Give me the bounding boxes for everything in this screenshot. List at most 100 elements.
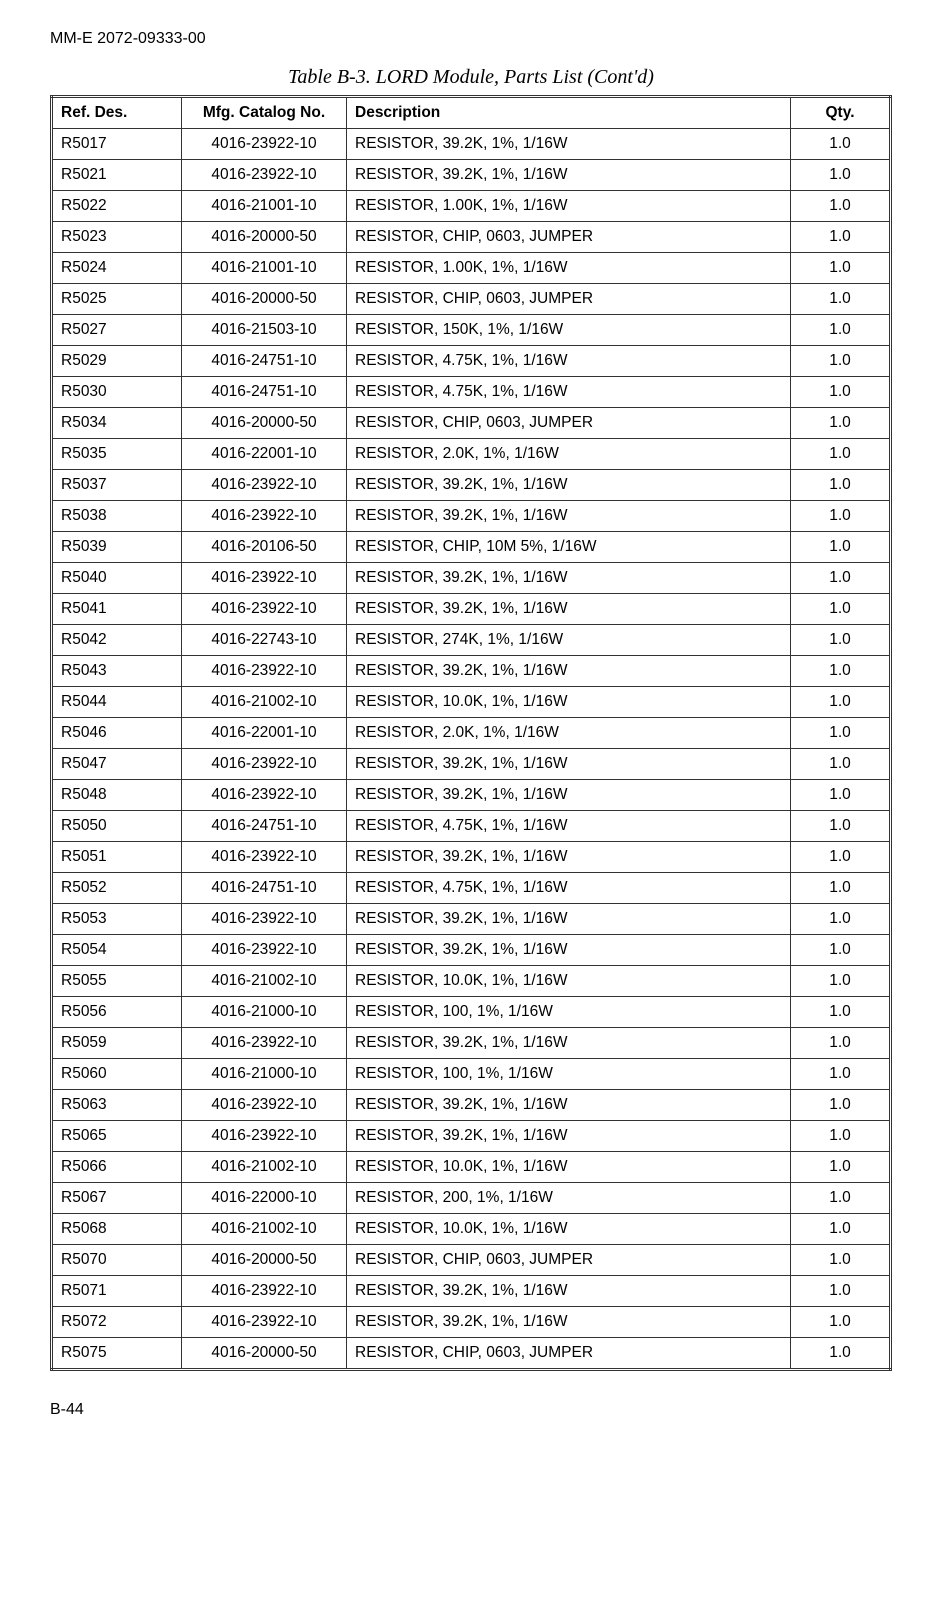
cell-qty: 1.0 (791, 253, 891, 284)
cell-ref: R5053 (52, 904, 182, 935)
header-ref: Ref. Des. (52, 97, 182, 129)
cell-desc: RESISTOR, 39.2K, 1%, 1/16W (347, 842, 791, 873)
cell-qty: 1.0 (791, 1307, 891, 1338)
cell-mfg: 4016-23922-10 (182, 1307, 347, 1338)
table-row: R50534016-23922-10RESISTOR, 39.2K, 1%, 1… (52, 904, 891, 935)
cell-qty: 1.0 (791, 1152, 891, 1183)
cell-desc: RESISTOR, 39.2K, 1%, 1/16W (347, 1121, 791, 1152)
cell-qty: 1.0 (791, 1214, 891, 1245)
cell-desc: RESISTOR, CHIP, 0603, JUMPER (347, 408, 791, 439)
cell-ref: R5056 (52, 997, 182, 1028)
table-row: R50674016-22000-10RESISTOR, 200, 1%, 1/1… (52, 1183, 891, 1214)
cell-desc: RESISTOR, 4.75K, 1%, 1/16W (347, 377, 791, 408)
table-row: R50174016-23922-10RESISTOR, 39.2K, 1%, 1… (52, 129, 891, 160)
cell-desc: RESISTOR, 39.2K, 1%, 1/16W (347, 749, 791, 780)
cell-ref: R5022 (52, 191, 182, 222)
cell-desc: RESISTOR, 274K, 1%, 1/16W (347, 625, 791, 656)
cell-mfg: 4016-23922-10 (182, 904, 347, 935)
cell-ref: R5059 (52, 1028, 182, 1059)
cell-qty: 1.0 (791, 284, 891, 315)
cell-desc: RESISTOR, 10.0K, 1%, 1/16W (347, 966, 791, 997)
cell-qty: 1.0 (791, 346, 891, 377)
cell-qty: 1.0 (791, 1121, 891, 1152)
cell-qty: 1.0 (791, 1059, 891, 1090)
cell-ref: R5054 (52, 935, 182, 966)
cell-desc: RESISTOR, 200, 1%, 1/16W (347, 1183, 791, 1214)
cell-ref: R5043 (52, 656, 182, 687)
cell-desc: RESISTOR, CHIP, 0603, JUMPER (347, 1245, 791, 1276)
cell-mfg: 4016-21000-10 (182, 997, 347, 1028)
cell-qty: 1.0 (791, 1090, 891, 1121)
cell-mfg: 4016-23922-10 (182, 1121, 347, 1152)
table-row: R50474016-23922-10RESISTOR, 39.2K, 1%, 1… (52, 749, 891, 780)
cell-qty: 1.0 (791, 1028, 891, 1059)
table-row: R50724016-23922-10RESISTOR, 39.2K, 1%, 1… (52, 1307, 891, 1338)
cell-ref: R5067 (52, 1183, 182, 1214)
table-row: R50484016-23922-10RESISTOR, 39.2K, 1%, 1… (52, 780, 891, 811)
cell-desc: RESISTOR, 39.2K, 1%, 1/16W (347, 470, 791, 501)
cell-mfg: 4016-21503-10 (182, 315, 347, 346)
cell-desc: RESISTOR, 100, 1%, 1/16W (347, 1059, 791, 1090)
cell-ref: R5030 (52, 377, 182, 408)
table-row: R50244016-21001-10RESISTOR, 1.00K, 1%, 1… (52, 253, 891, 284)
cell-mfg: 4016-21000-10 (182, 1059, 347, 1090)
cell-mfg: 4016-24751-10 (182, 811, 347, 842)
cell-mfg: 4016-23922-10 (182, 160, 347, 191)
cell-qty: 1.0 (791, 811, 891, 842)
cell-mfg: 4016-22001-10 (182, 439, 347, 470)
cell-desc: RESISTOR, CHIP, 0603, JUMPER (347, 222, 791, 253)
cell-ref: R5024 (52, 253, 182, 284)
table-row: R50564016-21000-10RESISTOR, 100, 1%, 1/1… (52, 997, 891, 1028)
cell-desc: RESISTOR, CHIP, 0603, JUMPER (347, 1338, 791, 1370)
cell-ref: R5021 (52, 160, 182, 191)
cell-mfg: 4016-23922-10 (182, 501, 347, 532)
cell-ref: R5023 (52, 222, 182, 253)
cell-qty: 1.0 (791, 532, 891, 563)
table-row: R50374016-23922-10RESISTOR, 39.2K, 1%, 1… (52, 470, 891, 501)
cell-ref: R5051 (52, 842, 182, 873)
cell-ref: R5048 (52, 780, 182, 811)
cell-qty: 1.0 (791, 1245, 891, 1276)
cell-ref: R5029 (52, 346, 182, 377)
table-row: R50394016-20106-50RESISTOR, CHIP, 10M 5%… (52, 532, 891, 563)
cell-mfg: 4016-23922-10 (182, 749, 347, 780)
cell-mfg: 4016-24751-10 (182, 377, 347, 408)
table-row: R50714016-23922-10RESISTOR, 39.2K, 1%, 1… (52, 1276, 891, 1307)
cell-ref: R5041 (52, 594, 182, 625)
cell-qty: 1.0 (791, 408, 891, 439)
header-qty: Qty. (791, 97, 891, 129)
cell-mfg: 4016-21002-10 (182, 687, 347, 718)
cell-desc: RESISTOR, 1.00K, 1%, 1/16W (347, 253, 791, 284)
table-row: R50604016-21000-10RESISTOR, 100, 1%, 1/1… (52, 1059, 891, 1090)
cell-desc: RESISTOR, 39.2K, 1%, 1/16W (347, 1307, 791, 1338)
table-row: R50464016-22001-10RESISTOR, 2.0K, 1%, 1/… (52, 718, 891, 749)
cell-desc: RESISTOR, CHIP, 0603, JUMPER (347, 284, 791, 315)
table-row: R50664016-21002-10RESISTOR, 10.0K, 1%, 1… (52, 1152, 891, 1183)
cell-qty: 1.0 (791, 718, 891, 749)
cell-ref: R5066 (52, 1152, 182, 1183)
cell-ref: R5055 (52, 966, 182, 997)
cell-desc: RESISTOR, 1.00K, 1%, 1/16W (347, 191, 791, 222)
cell-desc: RESISTOR, 39.2K, 1%, 1/16W (347, 1276, 791, 1307)
cell-ref: R5060 (52, 1059, 182, 1090)
cell-qty: 1.0 (791, 377, 891, 408)
table-row: R50304016-24751-10RESISTOR, 4.75K, 1%, 1… (52, 377, 891, 408)
cell-mfg: 4016-23922-10 (182, 1276, 347, 1307)
cell-mfg: 4016-21002-10 (182, 966, 347, 997)
cell-desc: RESISTOR, 2.0K, 1%, 1/16W (347, 718, 791, 749)
cell-ref: R5068 (52, 1214, 182, 1245)
table-row: R50754016-20000-50RESISTOR, CHIP, 0603, … (52, 1338, 891, 1370)
cell-qty: 1.0 (791, 1276, 891, 1307)
table-row: R50654016-23922-10RESISTOR, 39.2K, 1%, 1… (52, 1121, 891, 1152)
cell-qty: 1.0 (791, 160, 891, 191)
cell-desc: RESISTOR, 39.2K, 1%, 1/16W (347, 160, 791, 191)
table-row: R50294016-24751-10RESISTOR, 4.75K, 1%, 1… (52, 346, 891, 377)
cell-mfg: 4016-21002-10 (182, 1214, 347, 1245)
cell-desc: RESISTOR, 10.0K, 1%, 1/16W (347, 1214, 791, 1245)
cell-qty: 1.0 (791, 563, 891, 594)
cell-mfg: 4016-21002-10 (182, 1152, 347, 1183)
cell-mfg: 4016-23922-10 (182, 1028, 347, 1059)
cell-mfg: 4016-23922-10 (182, 470, 347, 501)
cell-qty: 1.0 (791, 997, 891, 1028)
cell-qty: 1.0 (791, 439, 891, 470)
